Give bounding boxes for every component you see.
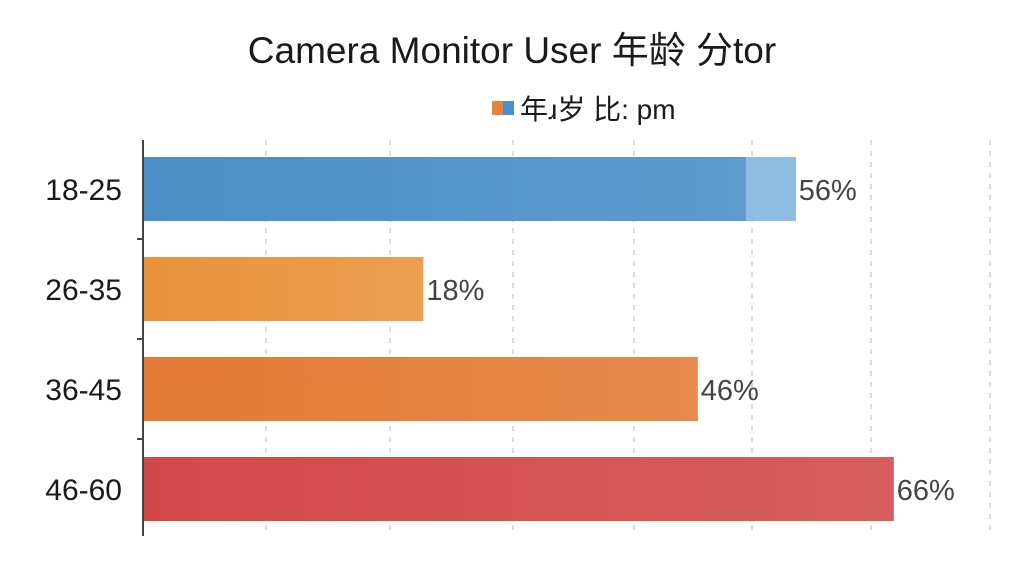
legend-swatch bbox=[492, 101, 514, 115]
legend-label: 年ɹ岁 比: pm bbox=[520, 94, 676, 125]
data-label: 18% bbox=[426, 275, 484, 307]
bar-sheen bbox=[144, 457, 894, 521]
category-label: 18-25 bbox=[45, 174, 122, 207]
bars bbox=[144, 157, 894, 521]
data-label: 56% bbox=[799, 175, 857, 207]
category-label: 26-35 bbox=[45, 274, 122, 307]
labels: 18-25 56% 26-35 18% 36-45 46% 46-60 66% bbox=[45, 174, 955, 507]
legend: 年ɹ岁 比: pm bbox=[492, 88, 676, 128]
category-label: 36-45 bbox=[45, 374, 122, 407]
bar-sheen bbox=[144, 157, 796, 221]
data-label: 66% bbox=[897, 475, 955, 507]
chart-title: Camera Monitor User 年龄 分tor bbox=[247, 30, 777, 71]
category-label: 46-60 bbox=[45, 474, 122, 507]
bar-highlight bbox=[745, 157, 796, 221]
data-label: 46% bbox=[701, 375, 759, 407]
bar-sheen bbox=[144, 257, 424, 321]
bar-sheen bbox=[144, 357, 698, 421]
